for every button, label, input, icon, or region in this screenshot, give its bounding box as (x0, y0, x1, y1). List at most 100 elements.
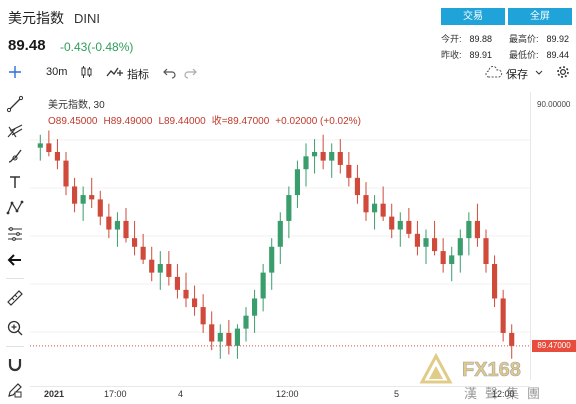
candle (97, 190, 103, 226)
candle (157, 251, 163, 290)
candle-body (166, 264, 172, 277)
candle-body (509, 332, 515, 346)
candle (509, 324, 515, 359)
stat-value: 89.92 (546, 34, 570, 44)
pitchfork-icon[interactable] (4, 120, 26, 140)
candle-body (389, 216, 395, 230)
gear-icon[interactable] (556, 65, 570, 79)
x-tick: 4 (178, 389, 184, 399)
candle (380, 186, 386, 221)
zoom-in-icon[interactable] (4, 318, 26, 338)
brush-icon[interactable] (4, 146, 26, 166)
candle-body (500, 298, 506, 333)
candle-body (423, 238, 429, 247)
price-chart[interactable] (30, 92, 530, 380)
candle-body (114, 220, 120, 230)
indicators-button[interactable]: 指标 (127, 69, 149, 81)
candle-body (192, 298, 198, 308)
candle-body (337, 152, 343, 165)
candle (174, 264, 180, 299)
stat-label: 今开: (441, 34, 462, 44)
fib-icon[interactable] (4, 224, 26, 244)
candle (106, 203, 112, 239)
candle (72, 177, 78, 213)
candle-body (449, 255, 455, 264)
trade-button[interactable]: 交易 (441, 8, 505, 25)
time-axis[interactable]: 2021 17:00 4 12:00 5 12:00 (30, 386, 530, 404)
candle-body (457, 238, 463, 256)
price-axis[interactable]: 90.00000 (530, 92, 576, 380)
candle (423, 229, 429, 264)
watermark-logo: FX168 漢聲集團 (419, 352, 540, 402)
candle-body (303, 156, 309, 170)
candle-body (329, 152, 335, 161)
series-legend: 美元指数, 30 (48, 100, 105, 111)
candle-style-icon[interactable] (80, 65, 94, 79)
candle (140, 233, 146, 264)
last-price-tag: 89.47000 (532, 339, 576, 352)
candle-body (140, 246, 146, 260)
undo-icon[interactable] (163, 65, 177, 79)
candle-body (432, 238, 438, 252)
candle (432, 220, 438, 256)
drawing-toolbar (0, 62, 30, 404)
candle-body (72, 186, 78, 204)
candle-body (346, 164, 352, 178)
candle (286, 186, 292, 239)
candle (217, 324, 223, 359)
magnet-icon[interactable] (4, 354, 26, 374)
candle-body (380, 203, 386, 217)
chevron-down-icon[interactable] (535, 70, 543, 76)
candle-body (97, 199, 103, 217)
pattern-icon[interactable] (4, 198, 26, 218)
candle-body (312, 152, 318, 157)
arrow-left-icon[interactable] (4, 250, 26, 270)
candle-body (226, 332, 232, 346)
interval-select[interactable]: 30m (46, 66, 68, 78)
x-tick: 17:00 (104, 389, 127, 399)
candle-body (354, 177, 360, 196)
candle (449, 246, 455, 282)
quote-header: 美元指数 DINI 89.48 -0.43(-0.48%) 交易 全屏 今开: 89… (0, 0, 576, 62)
candle (474, 203, 480, 247)
candle (483, 229, 489, 273)
ruler-icon[interactable] (4, 288, 26, 308)
candle-body (294, 169, 300, 196)
ohlc-high: H89.49000 (103, 116, 153, 127)
ohlc-close: 收=89.47000 (211, 116, 270, 127)
cloud-icon[interactable] (485, 65, 503, 79)
candle (414, 220, 420, 256)
candle (320, 134, 326, 170)
lock-pencil-icon[interactable] (4, 380, 26, 400)
indicator-icon[interactable] (106, 65, 124, 79)
candlestick-plot[interactable] (30, 92, 530, 380)
ohlc-low: L89.44000 (158, 116, 206, 127)
toolbar-divider (6, 346, 24, 347)
candle (183, 272, 189, 308)
candle-body (277, 220, 283, 247)
candle-body (260, 272, 266, 299)
candle (466, 212, 472, 256)
candle-body (243, 315, 249, 329)
candle-body (372, 203, 378, 213)
candle (397, 212, 403, 247)
candle (406, 208, 412, 239)
text-tool-icon[interactable] (4, 172, 26, 192)
candle (269, 238, 275, 290)
candle (337, 139, 343, 174)
svg-text:FX168: FX168 (462, 359, 521, 381)
candle-body (234, 328, 240, 346)
candle-body (174, 276, 180, 290)
crosshair-icon[interactable] (8, 65, 22, 79)
candle (492, 255, 498, 308)
candle (63, 152, 69, 196)
save-button[interactable]: 保存 (506, 69, 528, 81)
candle-body (397, 220, 403, 230)
candle-body (37, 143, 43, 148)
candle-body (252, 298, 258, 316)
fullscreen-button[interactable]: 全屏 (508, 8, 572, 25)
redo-icon[interactable] (183, 65, 197, 79)
candle (294, 160, 300, 208)
trend-line-icon[interactable] (4, 94, 26, 114)
candle (500, 289, 506, 342)
